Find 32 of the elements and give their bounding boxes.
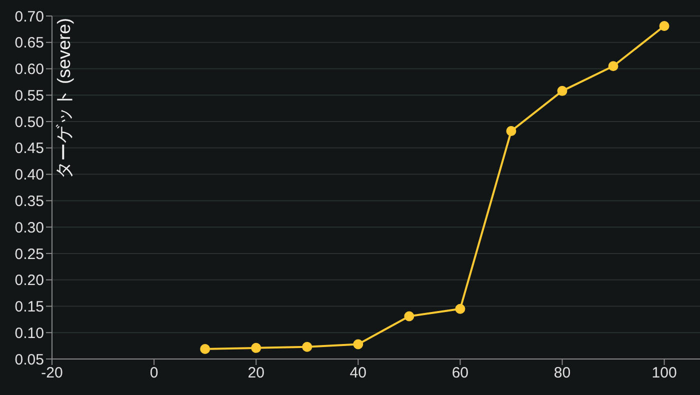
- point: [404, 311, 414, 322]
- y-tick-label: 0.50: [14, 114, 44, 131]
- y-tick-label: 0.55: [14, 87, 44, 104]
- point: [455, 304, 466, 314]
- y-tick-label: 0.30: [14, 219, 44, 236]
- x-tick-label: 100: [652, 364, 677, 382]
- y-tick-label: 0.15: [14, 298, 44, 316]
- y-tick-label: 0.25: [14, 246, 44, 263]
- point: [302, 342, 312, 352]
- point: [200, 344, 210, 354]
- x-tick-label: 20: [248, 364, 264, 382]
- x-tick-label: 60: [452, 364, 469, 382]
- point: [353, 339, 364, 350]
- y-tick-label: 0.60: [14, 61, 44, 78]
- y-tick-label: 0.65: [14, 34, 44, 52]
- y-tick-label: 0.05: [14, 351, 44, 368]
- point: [506, 126, 516, 136]
- y-tick-label: 0.10: [14, 324, 44, 342]
- y-axis-title: ターゲット (severe): [54, 18, 74, 180]
- x-tick-label: 0: [150, 364, 158, 382]
- point: [557, 86, 568, 96]
- x-tick-label: 80: [554, 364, 571, 382]
- y-tick-label: 0.70: [14, 8, 44, 26]
- y-tick-label: 0.35: [14, 193, 44, 210]
- y-tick-label: 0.40: [14, 166, 44, 184]
- x-tick-label: -20: [41, 364, 63, 382]
- x-tick-label: 40: [350, 364, 366, 382]
- point: [251, 342, 262, 353]
- point: [608, 61, 618, 72]
- y-tick-label: 0.20: [14, 272, 44, 290]
- y-tick-label: 0.45: [14, 140, 44, 158]
- point: [659, 21, 670, 32]
